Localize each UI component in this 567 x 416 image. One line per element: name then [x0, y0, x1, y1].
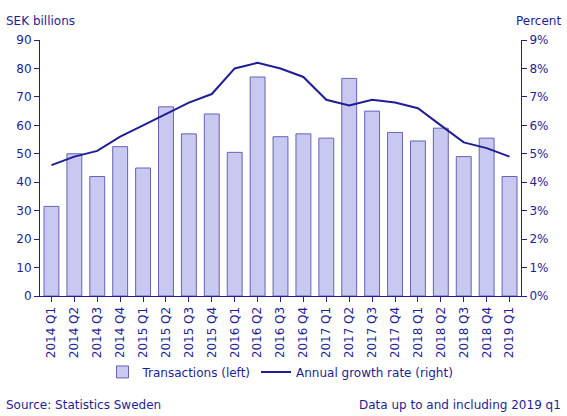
- svg-text:2016 Q3: 2016 Q3: [273, 307, 287, 358]
- svg-text:2015 Q2: 2015 Q2: [159, 307, 173, 358]
- svg-text:2017 Q2: 2017 Q2: [342, 307, 356, 358]
- svg-text:2014 Q1: 2014 Q1: [44, 307, 58, 358]
- svg-text:2018 Q2: 2018 Q2: [434, 307, 448, 358]
- svg-text:2017 Q3: 2017 Q3: [365, 307, 379, 358]
- svg-text:50: 50: [16, 147, 31, 161]
- svg-text:2018 Q1: 2018 Q1: [411, 307, 425, 358]
- svg-text:10: 10: [16, 261, 31, 275]
- svg-text:7%: 7%: [529, 90, 548, 104]
- svg-text:20: 20: [16, 232, 31, 246]
- svg-text:2017 Q4: 2017 Q4: [388, 307, 402, 358]
- svg-text:Source: Statistics Sweden: Source: Statistics Sweden: [6, 398, 161, 412]
- svg-text:2014 Q3: 2014 Q3: [90, 307, 104, 358]
- svg-text:Annual growth rate (right): Annual growth rate (right): [296, 366, 453, 380]
- svg-text:Transactions (left): Transactions (left): [142, 366, 251, 380]
- svg-text:2014 Q4: 2014 Q4: [113, 307, 127, 358]
- svg-text:0: 0: [24, 289, 32, 303]
- svg-text:2018 Q4: 2018 Q4: [480, 307, 494, 358]
- svg-text:4%: 4%: [529, 175, 548, 189]
- svg-text:2%: 2%: [529, 232, 548, 246]
- svg-text:2015 Q4: 2015 Q4: [205, 307, 219, 358]
- svg-text:2017 Q1: 2017 Q1: [319, 307, 333, 358]
- svg-text:3%: 3%: [529, 204, 548, 218]
- svg-text:2019 Q1: 2019 Q1: [502, 307, 516, 358]
- svg-text:0%: 0%: [529, 289, 548, 303]
- svg-text:30: 30: [16, 204, 31, 218]
- svg-text:6%: 6%: [529, 119, 548, 133]
- svg-text:2015 Q3: 2015 Q3: [182, 307, 196, 358]
- svg-text:2016 Q4: 2016 Q4: [296, 307, 310, 358]
- svg-text:2014 Q2: 2014 Q2: [67, 307, 81, 358]
- svg-text:5%: 5%: [529, 147, 548, 161]
- svg-text:Percent: Percent: [516, 14, 561, 28]
- svg-text:Data up to and including 2019: Data up to and including 2019 q1: [359, 398, 561, 412]
- svg-text:2018 Q3: 2018 Q3: [457, 307, 471, 358]
- svg-text:SEK billions: SEK billions: [6, 14, 75, 28]
- svg-text:8%: 8%: [529, 62, 548, 76]
- svg-text:2016 Q1: 2016 Q1: [228, 307, 242, 358]
- svg-text:60: 60: [16, 119, 31, 133]
- svg-text:9%: 9%: [529, 33, 548, 47]
- svg-text:70: 70: [16, 90, 31, 104]
- svg-text:1%: 1%: [529, 261, 548, 275]
- svg-text:40: 40: [16, 175, 31, 189]
- svg-text:2016 Q2: 2016 Q2: [251, 307, 265, 358]
- svg-text:90: 90: [16, 33, 31, 47]
- svg-text:2015 Q1: 2015 Q1: [136, 307, 150, 358]
- svg-text:80: 80: [16, 62, 31, 76]
